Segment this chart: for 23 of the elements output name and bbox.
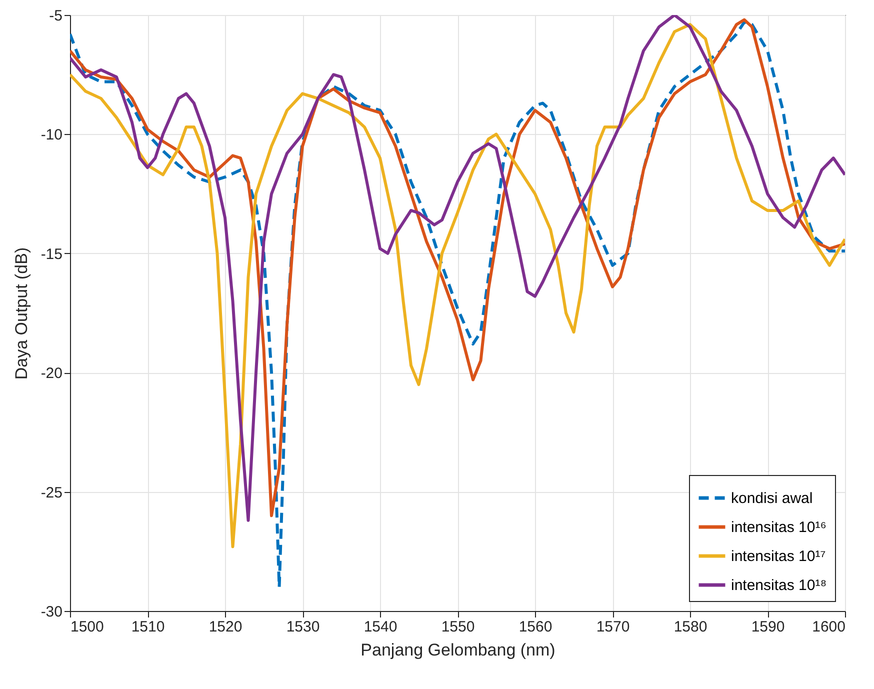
y-tick-label: -5	[49, 8, 62, 24]
x-tick-label: 1510	[131, 618, 165, 636]
x-axis-title: Panjang Gelombang (nm)	[360, 640, 556, 660]
y-tick-label: -15	[40, 246, 62, 263]
x-tick-label: 1590	[751, 618, 785, 636]
legend-label: kondisi awal	[731, 490, 813, 507]
x-tick-label: 1540	[364, 618, 398, 636]
y-axis-title: Daya Output (dB)	[12, 247, 31, 380]
y-tick-label: -20	[40, 365, 62, 382]
x-tick-label: 1530	[286, 618, 320, 636]
x-tick-label: 1560	[518, 618, 552, 636]
legend-label: intensitas 10¹⁶	[731, 519, 826, 536]
x-tick-label: 1520	[208, 618, 242, 636]
x-tick-label: 1500	[70, 618, 104, 636]
y-tick-label: -30	[40, 604, 62, 620]
x-tick-label: 1600	[812, 618, 846, 636]
x-tick-label: 1580	[674, 618, 708, 636]
x-tick-label: 1570	[596, 618, 630, 636]
y-tick-label: -25	[40, 484, 62, 502]
legend-label: intensitas 10¹⁸	[731, 577, 827, 594]
x-tick-label: 1550	[441, 618, 475, 636]
y-tick-label: -10	[40, 126, 62, 144]
legend-label: intensitas 10¹⁷	[731, 548, 826, 565]
